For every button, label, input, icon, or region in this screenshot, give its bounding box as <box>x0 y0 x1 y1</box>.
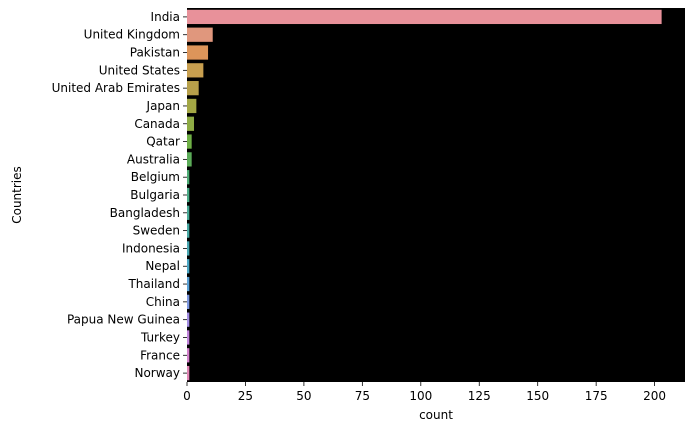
bar-france <box>187 348 190 363</box>
y-tick-label: Australia <box>127 152 180 166</box>
y-tick-label: Japan <box>146 99 180 113</box>
y-tick-label: Qatar <box>146 135 180 149</box>
bar-united-kingdom <box>187 27 213 42</box>
y-tick-label: United Kingdom <box>84 28 180 42</box>
bar-belgium <box>187 170 190 185</box>
x-tick-label: 200 <box>643 389 666 403</box>
x-tick-label: 150 <box>526 389 549 403</box>
x-tick-label: 50 <box>296 389 311 403</box>
x-tick-label: 0 <box>183 389 191 403</box>
y-tick-label: Norway <box>134 366 180 380</box>
x-tick-label: 175 <box>585 389 608 403</box>
y-tick-label: Thailand <box>127 277 180 291</box>
y-tick-label: Bangladesh <box>110 206 180 220</box>
y-tick-label: Pakistan <box>130 46 180 60</box>
bar-india <box>187 9 662 25</box>
bar-canada <box>187 116 195 131</box>
y-tick-label: India <box>151 10 180 24</box>
x-axis-label: count <box>419 408 453 422</box>
y-tick-label: United States <box>99 63 180 77</box>
y-tick-label: Turkey <box>140 330 180 344</box>
y-tick-label: Indonesia <box>122 241 180 255</box>
bar-japan <box>187 98 197 114</box>
y-tick-label: Bulgaria <box>130 188 180 202</box>
bar-bulgaria <box>187 187 190 203</box>
y-tick-label: Papua New Guinea <box>67 313 180 327</box>
plot-area <box>187 8 685 382</box>
y-tick-label: Nepal <box>145 259 180 273</box>
y-tick-label: France <box>140 348 180 362</box>
bar-sweden <box>187 223 190 238</box>
bar-united-states <box>187 63 204 78</box>
bar-turkey <box>187 330 190 345</box>
bar-united-arab-emirates <box>187 81 199 96</box>
y-tick-label: Sweden <box>133 224 180 238</box>
bar-pakistan <box>187 45 209 60</box>
y-tick-label: Canada <box>134 117 180 131</box>
y-tick-label: China <box>146 295 180 309</box>
x-tick-label: 125 <box>468 389 491 403</box>
bar-nepal <box>187 259 190 274</box>
bar-thailand <box>187 276 190 292</box>
bar-china <box>187 294 190 309</box>
y-tick-label: Belgium <box>131 170 180 184</box>
bar-papua-new-guinea <box>187 312 190 327</box>
y-axis-label: Countries <box>10 166 24 224</box>
bar-norway <box>187 365 190 381</box>
x-tick-label: 25 <box>238 389 253 403</box>
y-tick-label: United Arab Emirates <box>52 81 180 95</box>
bar-indonesia <box>187 241 190 256</box>
bar-australia <box>187 152 192 167</box>
x-tick-label: 75 <box>355 389 370 403</box>
bar-qatar <box>187 134 192 149</box>
bar-bangladesh <box>187 205 190 220</box>
x-tick-label: 100 <box>409 389 432 403</box>
